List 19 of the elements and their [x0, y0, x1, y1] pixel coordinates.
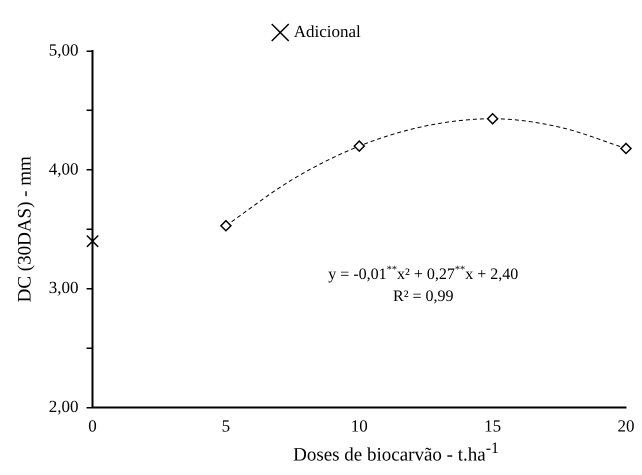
y-tick-label: 3,00: [48, 278, 79, 298]
x-tick-label: 15: [484, 416, 502, 436]
y-tick-label: 4,00: [48, 159, 79, 178]
y-tick-label: 2,00: [48, 397, 79, 416]
x-tick-label: 5: [222, 416, 230, 436]
y-axis-title: DC (30DAS) - mm: [14, 156, 36, 302]
annotation: R² = 0,99: [393, 288, 454, 305]
point: [220, 220, 232, 232]
annotation: y = -0,01**x² + 0,27**x + 2,40: [328, 264, 518, 283]
x-tick-label: 10: [350, 416, 368, 436]
point: [620, 142, 632, 154]
point: [354, 140, 366, 152]
y-tick-label: 5,00: [48, 40, 79, 60]
x-axis-title: Doses de biocarvão - t.ha$^{-1}$: [292, 440, 500, 466]
point: [86, 234, 99, 248]
point: [486, 113, 498, 125]
x-tick-label: 0: [88, 416, 97, 436]
legend-label: Adicional: [294, 22, 362, 41]
x-tick-label: 20: [618, 416, 634, 436]
